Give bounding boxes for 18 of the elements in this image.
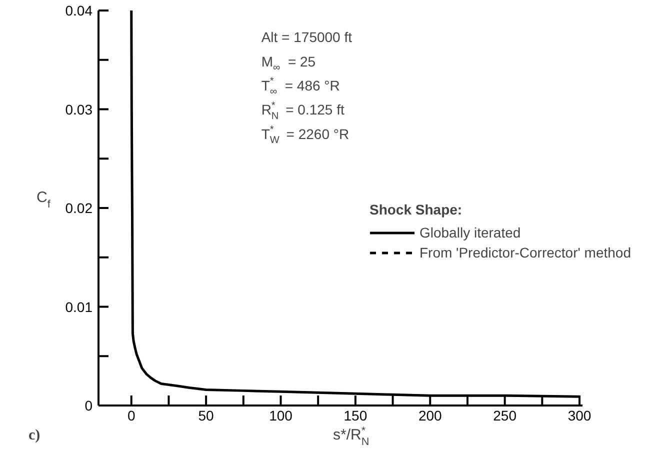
- y-tick-label: 0.01: [65, 298, 93, 315]
- x-tick-label: 100: [269, 408, 293, 424]
- y-tick-label: 0.04: [65, 2, 93, 18]
- text: c): [28, 428, 40, 444]
- legend-label: From 'Predictor-Corrector' method: [419, 244, 631, 260]
- annotation: M∞ = 25: [261, 53, 316, 74]
- legend-label: Globally iterated: [419, 224, 521, 240]
- x-tick-label: 300: [568, 408, 592, 424]
- annotation: Alt = 175000 ft: [261, 29, 352, 46]
- x-tick-label: 250: [493, 408, 517, 424]
- legend-title: Shock Shape:: [369, 201, 464, 217]
- x-tick-label: 0: [127, 408, 136, 424]
- x-tick-label: 50: [198, 408, 214, 424]
- y-tick-label: 0: [84, 398, 93, 414]
- x-tick-label: 150: [344, 408, 368, 424]
- y-tick-label: 0.02: [65, 200, 93, 216]
- y-tick-label: 0.03: [65, 101, 93, 118]
- x-tick-label: 200: [418, 408, 442, 424]
